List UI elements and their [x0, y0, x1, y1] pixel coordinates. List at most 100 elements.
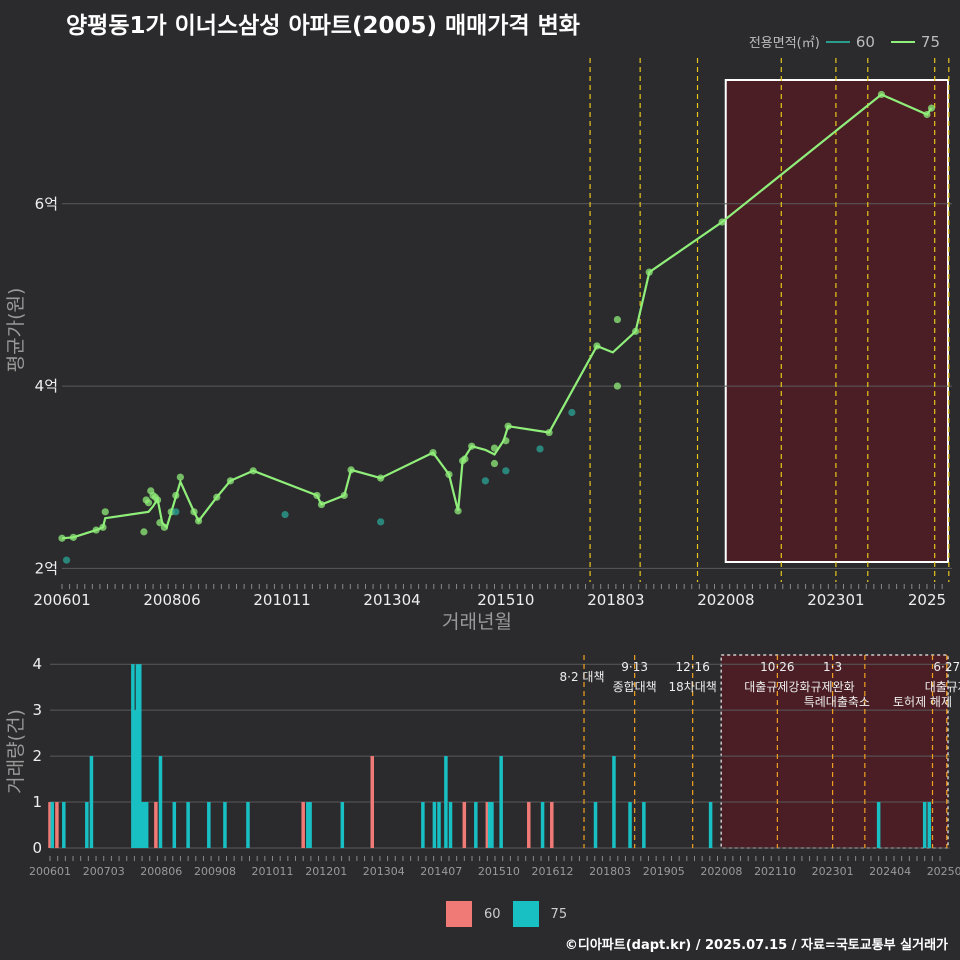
- point-series-60: [481, 477, 489, 485]
- point-series-75: [468, 442, 476, 450]
- x-axis-title-top: 거래년월: [442, 611, 512, 633]
- annotation-label-7: 대출규제: [925, 680, 960, 694]
- point-series-75: [317, 500, 326, 509]
- bar-series-75: [308, 802, 312, 848]
- point-series-75: [545, 428, 553, 437]
- bar-series-75: [138, 664, 142, 848]
- point-series-75: [58, 534, 66, 542]
- point-series-75: [632, 327, 640, 335]
- point-series-75: [593, 342, 601, 350]
- point-series-75: [340, 491, 348, 500]
- annotation-label-0: 8·2 대책: [560, 669, 605, 684]
- x-tick-bottom-11: 201905: [643, 865, 685, 878]
- point-series-75: [160, 523, 169, 531]
- bar-series-75: [142, 802, 147, 848]
- x-tick-bottom-10: 201803: [589, 865, 631, 878]
- bar-series-75: [708, 802, 713, 848]
- annotation-date-5: 9·7: [855, 0, 874, 3]
- y-axis-title-top: 평균가(원): [5, 288, 27, 373]
- bar-series-75: [50, 802, 55, 848]
- x-tick-bottom-1: 200703: [83, 865, 125, 878]
- bar-series-75: [876, 802, 881, 848]
- point-series-75: [877, 90, 886, 99]
- bar-series-75: [246, 802, 250, 848]
- y-axis-title-bottom: 거래량(건): [5, 709, 27, 794]
- bar-series-75: [499, 756, 503, 848]
- x-tick-bottom-16: 202507: [927, 865, 960, 878]
- bar-series-75: [487, 802, 492, 848]
- legend-swatch-60: [825, 40, 850, 43]
- point-series-75: [445, 470, 453, 479]
- point-series-75: [927, 104, 936, 112]
- legend-swatch-75: [890, 40, 915, 43]
- bar-series-75: [437, 802, 441, 848]
- y-tick-top-1: 4억: [35, 377, 58, 395]
- annotation-date-2: 12·16: [675, 660, 709, 674]
- bar-series-75: [306, 802, 310, 848]
- bar-series-60: [48, 802, 52, 848]
- annotation-label-1: 종합대책: [613, 679, 657, 694]
- y-tick-bottom-0: 0: [32, 839, 42, 857]
- bar-series-75: [927, 802, 932, 848]
- x-tick-bottom-14: 202301: [812, 865, 854, 878]
- point-series-75: [490, 444, 499, 452]
- bar-series-60: [55, 802, 59, 848]
- point-series-75: [490, 459, 499, 468]
- legend-label-75: 75: [920, 32, 940, 51]
- point-series-75: [502, 437, 510, 445]
- point-series-60: [536, 445, 544, 453]
- point-series-75: [718, 218, 726, 226]
- bar-series-75: [922, 802, 927, 848]
- point-series-60: [281, 510, 289, 519]
- annotation-label-3: 대출규제강화: [744, 680, 810, 694]
- bar-series-75: [490, 802, 494, 848]
- point-series-75: [347, 466, 355, 474]
- x-tick-bottom-13: 202110: [754, 865, 796, 878]
- x-tick-top-8: 2025: [908, 591, 946, 609]
- point-series-75: [99, 523, 107, 531]
- bar-series-75: [131, 664, 135, 848]
- point-series-75: [613, 315, 621, 324]
- y-tick-bottom-4: 4: [32, 655, 42, 673]
- point-series-75: [504, 422, 512, 430]
- x-tick-bottom-5: 201201: [305, 865, 347, 878]
- bar-series-60: [301, 802, 305, 848]
- bar-series-75: [172, 802, 177, 848]
- bar-series-75: [642, 802, 646, 848]
- point-series-75: [140, 528, 148, 536]
- y-tick-bottom-3: 3: [32, 701, 42, 719]
- point-series-60: [568, 408, 576, 417]
- point-series-75: [461, 455, 469, 463]
- point-series-75: [176, 473, 184, 481]
- x-tick-bottom-0: 200601: [29, 865, 71, 878]
- bar-series-60: [370, 756, 375, 848]
- point-series-75: [429, 448, 437, 457]
- point-series-75: [144, 499, 153, 507]
- point-series-75: [194, 517, 203, 525]
- x-tick-top-5: 201803: [587, 591, 644, 609]
- x-tick-bottom-9: 201612: [532, 865, 574, 878]
- point-series-75: [190, 508, 198, 516]
- x-tick-bottom-8: 201510: [478, 865, 520, 878]
- x-tick-top-1: 200806: [143, 591, 200, 609]
- legend-box-60: [446, 901, 472, 927]
- annotation-label-4: 규제완화: [811, 680, 855, 694]
- bar-series-75: [158, 756, 163, 848]
- legend-box-75: [512, 901, 539, 927]
- point-series-75: [645, 268, 653, 276]
- highlight-region-bottom: [720, 654, 949, 849]
- point-series-75: [923, 110, 931, 119]
- point-series-75: [226, 477, 235, 485]
- point-series-60: [172, 508, 180, 516]
- point-series-75: [92, 526, 100, 534]
- bar-series-75: [89, 756, 94, 848]
- bar-series-75: [448, 802, 453, 848]
- x-tick-bottom-15: 202404: [869, 865, 911, 878]
- highlight-region-top: [724, 79, 950, 563]
- bar-series-75: [207, 802, 211, 848]
- annotation-date-3: 10·26: [760, 660, 794, 674]
- bar-series-75: [223, 802, 227, 848]
- x-tick-bottom-6: 201304: [363, 865, 405, 878]
- point-series-60: [502, 467, 510, 475]
